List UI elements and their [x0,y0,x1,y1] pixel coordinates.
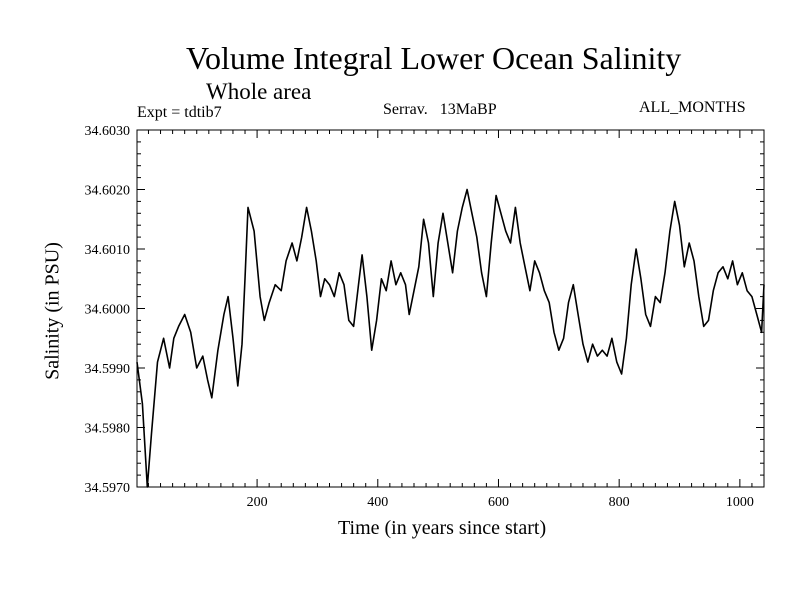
plot-frame [136,129,765,488]
chart-title: Volume Integral Lower Ocean Salinity [186,40,682,76]
experiment-label: Expt = tdtib7 [137,104,222,121]
axis-ticks [137,129,765,488]
y-tick-label: 34.6030 [85,124,131,139]
y-tick-label: 34.5980 [85,422,131,437]
y-tick-label: 34.5970 [85,481,131,496]
salinity-series-line [136,188,765,488]
run-label: Serrav. 13MaBP [383,101,497,118]
x-axis-label: Time (in years since start) [338,517,547,539]
x-tick-label: 1000 [726,495,754,510]
x-tick-label: 600 [488,495,509,510]
x-tick-label: 800 [609,495,630,510]
chart-subtitle: Whole area [206,79,312,104]
y-tick-label: 34.6010 [85,243,131,258]
y-tick-label: 34.6000 [85,303,131,318]
x-tick-label: 200 [247,495,268,510]
y-tick-label: 34.6020 [85,184,131,199]
season-label: ALL_MONTHS [639,99,746,116]
tick-labels: 200 400 600 800 1000 34.5970 34.5980 34.5990 34.… [85,124,754,510]
y-tick-label: 34.5990 [85,362,131,377]
x-tick-label: 400 [367,495,388,510]
